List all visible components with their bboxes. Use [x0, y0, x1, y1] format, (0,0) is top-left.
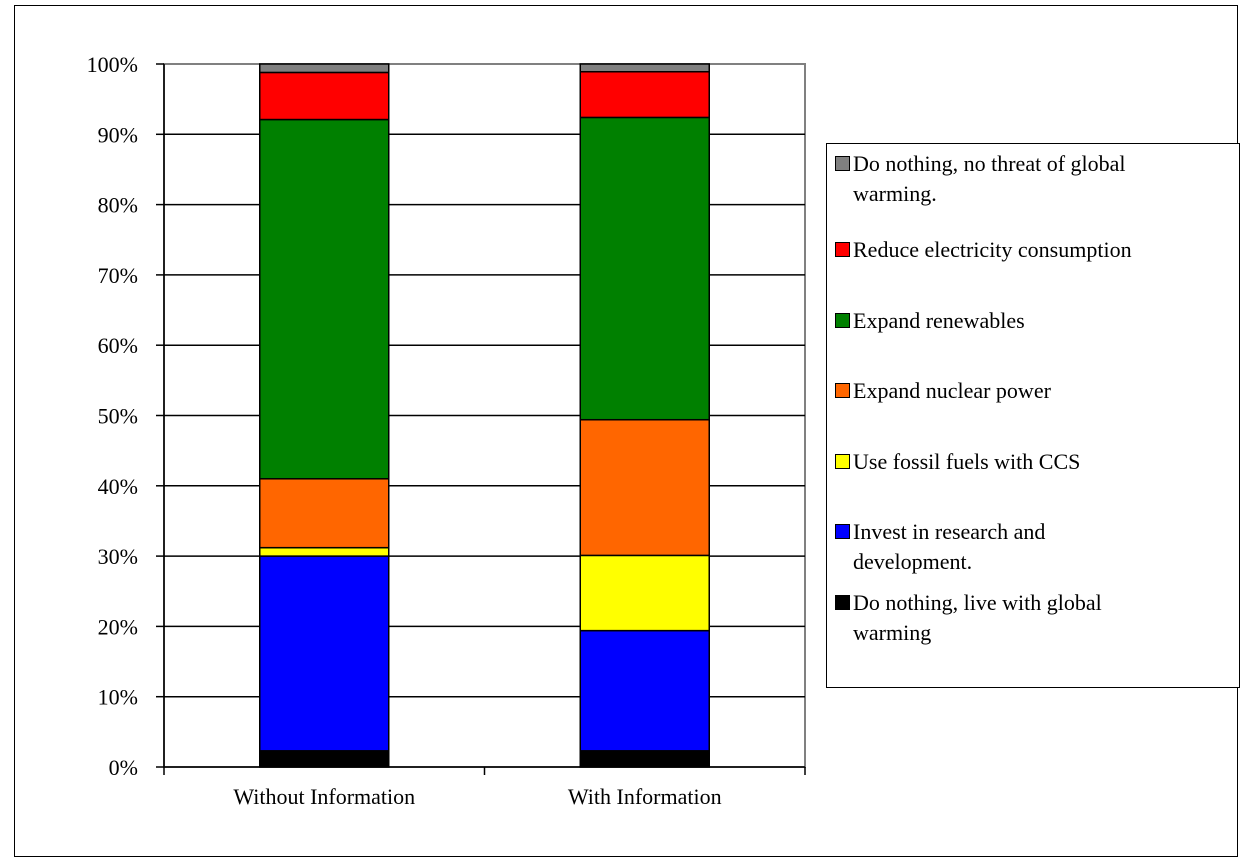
legend-swatch — [835, 242, 850, 257]
bar-segment — [259, 555, 390, 752]
legend-label-line: Reduce electricity consumption — [853, 237, 1132, 262]
bar-segment — [579, 750, 710, 768]
legend-label-line: Do nothing, live with global — [853, 590, 1102, 615]
bar-segment — [259, 71, 390, 121]
legend-item: Invest in research and development. — [835, 517, 1235, 577]
y-tick-label: 40% — [98, 474, 138, 499]
y-axis-ticks: 0% 10% 20% 30% 40% 50% 60% 70% 80% 90% 100% — [87, 52, 164, 780]
legend-label-line: Use fossil fuels with CCS — [853, 449, 1081, 474]
legend-label-line: Expand nuclear power — [853, 378, 1051, 403]
legend-label-line: warming — [853, 620, 932, 645]
legend-label: Expand renewables — [853, 306, 1025, 336]
legend-label-line: Do nothing, no threat of global — [853, 151, 1126, 176]
bar-segment — [579, 63, 710, 73]
legend-item: Do nothing, no threat of global warming. — [835, 149, 1235, 209]
legend-label: Expand nuclear power — [853, 376, 1051, 406]
bar-segment — [259, 546, 390, 557]
y-tick-label: 0% — [109, 755, 138, 780]
bar-segment — [579, 70, 710, 119]
legend: Do nothing, no threat of global warming. R… — [826, 143, 1240, 688]
y-tick-label: 70% — [98, 263, 138, 288]
legend-label: Use fossil fuels with CCS — [853, 447, 1080, 477]
legend-swatch — [835, 454, 850, 469]
legend-swatch — [835, 313, 850, 328]
legend-swatch — [835, 156, 850, 171]
bar-segment — [259, 478, 390, 549]
y-tick-label: 20% — [98, 614, 138, 639]
y-tick-label: 80% — [98, 193, 138, 218]
legend-label: Do nothing, live with global warming — [853, 588, 1102, 648]
bar-segment — [579, 629, 710, 752]
legend-label-line: warming. — [853, 181, 937, 206]
legend-label-line: Invest in research and — [853, 519, 1046, 544]
legend-item: Reduce electricity consumption — [835, 235, 1235, 265]
legend-swatch — [835, 595, 850, 610]
bars — [259, 63, 710, 768]
x-category-label: With Information — [568, 784, 722, 809]
legend-label-line: development. — [853, 549, 973, 574]
bar-segment — [259, 118, 390, 480]
bar-segment — [259, 63, 390, 74]
legend-item: Expand nuclear power — [835, 376, 1235, 406]
axis-labels: Without Information With Information — [233, 784, 721, 809]
y-tick-label: 100% — [87, 52, 138, 77]
legend-item: Expand renewables — [835, 306, 1235, 336]
legend-label: Invest in research and development. — [853, 517, 1045, 577]
y-tick-label: 10% — [98, 685, 138, 710]
y-tick-label: 60% — [98, 333, 138, 358]
x-category-label: Without Information — [233, 784, 415, 809]
legend-item: Use fossil fuels with CCS — [835, 447, 1235, 477]
legend-swatch — [835, 524, 850, 539]
legend-item: Do nothing, live with global warming — [835, 588, 1235, 648]
y-tick-label: 50% — [98, 404, 138, 429]
bar-segment — [579, 554, 710, 632]
legend-label: Reduce electricity consumption — [853, 235, 1132, 265]
legend-label: Do nothing, no threat of global warming. — [853, 149, 1126, 209]
bar-segment — [579, 418, 710, 557]
y-tick-label: 30% — [98, 544, 138, 569]
bar-segment — [579, 116, 710, 421]
y-tick-label: 90% — [98, 122, 138, 147]
legend-swatch — [835, 383, 850, 398]
axes — [163, 64, 806, 775]
legend-label-line: Expand renewables — [853, 308, 1025, 333]
bar-segment — [259, 750, 390, 768]
